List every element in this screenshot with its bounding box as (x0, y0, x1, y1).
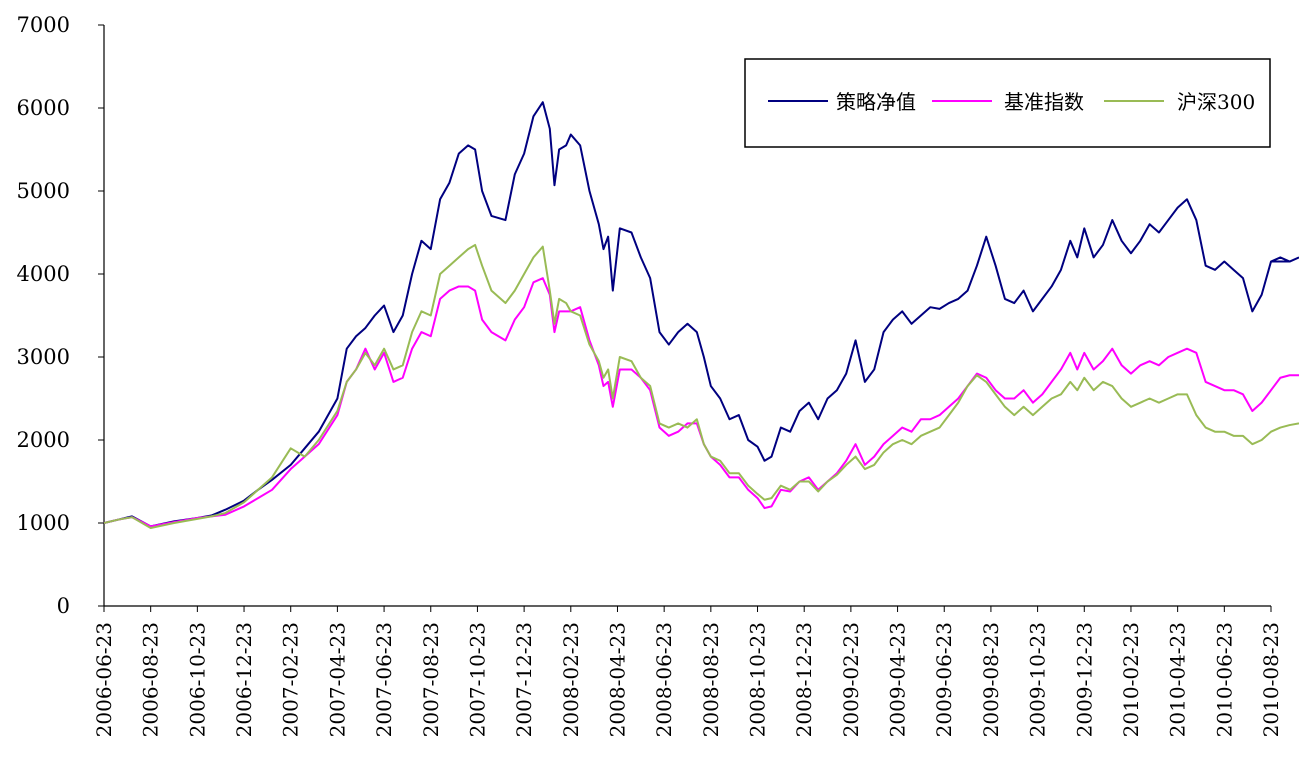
series-lines (103, 101, 1299, 529)
series-line-0 (103, 101, 1299, 528)
x-tick-label: 2006-06-23 (92, 622, 116, 737)
y-tick-label: 5000 (17, 179, 70, 203)
y-tick-label: 4000 (17, 262, 70, 286)
x-tick-label: 2006-10-23 (185, 622, 209, 737)
series-line-1 (103, 277, 1299, 528)
x-tick-label: 2010-04-23 (1166, 622, 1190, 737)
x-tick-label: 2009-10-23 (1026, 622, 1050, 737)
x-tick-label: 2007-12-23 (512, 622, 536, 737)
x-tick-label: 2008-06-23 (652, 622, 676, 737)
axes: 0 1000 2000 3000 4000 5000 6000 7000 2006-06-23 2… (17, 13, 1283, 737)
x-tick-label: 2010-08-23 (1259, 622, 1283, 737)
y-tick-label: 2000 (17, 428, 70, 452)
legend: 策略净值 基准指数 沪深300 (744, 58, 1271, 148)
x-tick-label: 2006-08-23 (139, 622, 163, 737)
x-tick-label: 2010-06-23 (1212, 622, 1236, 737)
y-tick-label: 1000 (17, 511, 70, 535)
legend-label-1: 基准指数 (1004, 90, 1084, 114)
x-tick-label: 2007-06-23 (372, 622, 396, 737)
legend-label-2: 沪深300 (1177, 90, 1255, 114)
y-tick-label: 0 (57, 594, 70, 618)
x-tick-label: 2006-12-23 (232, 622, 256, 737)
x-tick-label: 2008-04-23 (605, 622, 629, 737)
legend-box (744, 58, 1271, 148)
x-tick-label: 2009-12-23 (1072, 622, 1096, 737)
x-tick-label: 2008-08-23 (699, 622, 723, 737)
x-tick-label: 2009-08-23 (979, 622, 1003, 737)
x-tick-label: 2007-04-23 (325, 622, 349, 737)
x-tick-label: 2009-04-23 (886, 622, 910, 737)
x-tick-label: 2009-06-23 (932, 622, 956, 737)
y-tick-label: 7000 (17, 13, 70, 37)
y-tick-label: 3000 (17, 345, 70, 369)
x-tick-label: 2007-10-23 (465, 622, 489, 737)
x-tick-label: 2007-08-23 (419, 622, 443, 737)
x-tick-label: 2008-12-23 (792, 622, 816, 737)
x-tick-label: 2008-10-23 (746, 622, 770, 737)
x-tick-label: 2010-02-23 (1119, 622, 1143, 737)
x-tick-label: 2009-02-23 (839, 622, 863, 737)
series-line-2 (103, 243, 1299, 529)
x-tick-label: 2007-02-23 (279, 622, 303, 737)
x-tick-label: 2008-02-23 (559, 622, 583, 737)
y-tick-label: 6000 (17, 96, 70, 120)
legend-label-0: 策略净值 (836, 90, 916, 114)
